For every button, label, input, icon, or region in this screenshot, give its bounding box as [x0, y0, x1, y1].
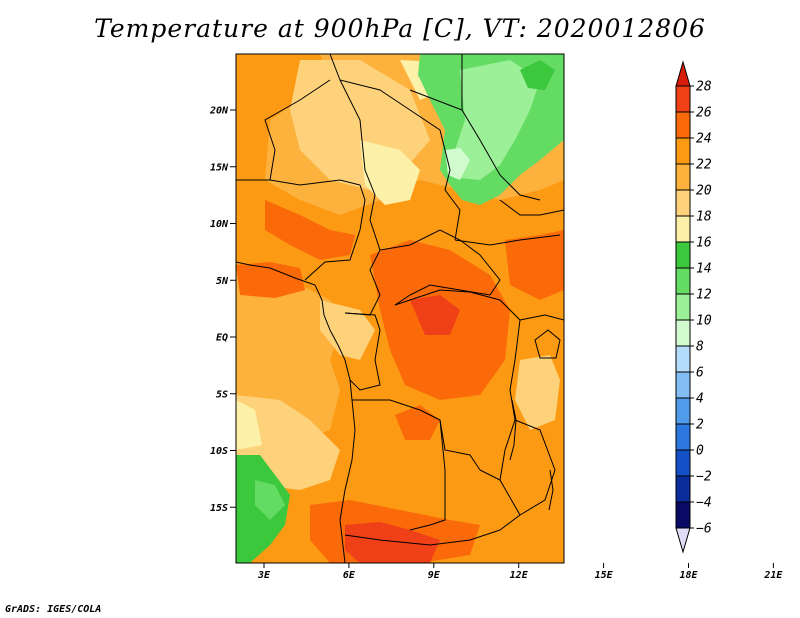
- chart-title: Temperature at 900hPa [C], VT: 202001280…: [94, 14, 706, 43]
- border-drc-north: [394, 289, 521, 321]
- longitude-axis: 3E6E9E12E15E18E21E24E27E30E33E: [257, 563, 783, 581]
- lon-tick-label: 9E: [428, 570, 441, 581]
- colorbar-swatch: [675, 397, 691, 425]
- field-18-20-central: [320, 300, 375, 360]
- colorbar-swatch: [675, 163, 691, 191]
- colorbar-swatch: [675, 449, 691, 477]
- field-10-12-northeast: [455, 60, 540, 180]
- border-ethiopia: [499, 199, 564, 216]
- colorbar-label: −2: [696, 470, 712, 485]
- border-zambia-zimbabwe: [479, 469, 521, 531]
- colorbar-bottom-arrow: [675, 527, 691, 554]
- colorbar-swatch: [675, 293, 691, 321]
- field-16-18-north: [360, 140, 420, 205]
- lat-tick-label: 15N: [210, 162, 229, 173]
- colorbar-label: 16: [696, 236, 712, 251]
- border-congo: [344, 312, 381, 391]
- border-chad-sudan: [439, 129, 461, 241]
- colorbar-swatch: [675, 475, 691, 503]
- colorbar-label: 4: [696, 392, 704, 407]
- temperature-field: [236, 54, 564, 563]
- colorbar-swatch: [675, 215, 691, 243]
- border-sudan-southsudan: [454, 234, 561, 246]
- lon-tick-label: 21E: [763, 570, 783, 581]
- colorbar-swatch: [675, 371, 691, 399]
- border-tanzania: [514, 419, 556, 516]
- lon-tick-label: 15E: [595, 570, 614, 581]
- map-frame: [235, 53, 565, 564]
- colorbar-swatch: [675, 189, 691, 217]
- colorbar-swatch: [675, 501, 691, 529]
- border-red-sea-coast: [461, 109, 541, 201]
- latitude-axis: 20N 15N 10N 5N EQ 5S 10S 15S: [209, 106, 236, 514]
- colorbar-label: 18: [696, 210, 712, 225]
- colorbar-label: 22: [696, 158, 712, 173]
- field-24-26-mid: [395, 405, 440, 440]
- map-borders: [236, 54, 564, 563]
- field-14-16-northeast: [520, 60, 555, 90]
- colorbar-label: 14: [696, 262, 712, 277]
- border-angola-namibia: [344, 529, 501, 546]
- field-24-26-north: [265, 200, 355, 260]
- lon-tick-label: 6E: [343, 570, 356, 581]
- lat-tick-label: 10N: [210, 219, 229, 230]
- colorbar-label: −4: [696, 496, 712, 511]
- colorbar-label: 24: [696, 132, 712, 147]
- field-12-14-southwest: [255, 480, 285, 520]
- lat-tick-label: 5N: [216, 276, 229, 287]
- lat-tick-label: 10S: [210, 446, 228, 457]
- lon-tick-label: 3E: [257, 570, 271, 581]
- colorbar-label: 26: [696, 106, 712, 121]
- border-lake-malawi: [548, 469, 554, 511]
- colorbar-top-arrow: [675, 60, 691, 87]
- lat-tick-label: 5S: [216, 389, 228, 400]
- lon-tick-label: 18E: [679, 570, 698, 581]
- field-18-20-east: [515, 355, 560, 430]
- border-angola-zambia: [409, 419, 446, 531]
- colorbar-label: 20: [696, 184, 712, 199]
- border-libya-chad: [329, 54, 441, 131]
- colorbar-swatch: [675, 137, 691, 165]
- field-20-22-west: [236, 270, 340, 440]
- border-niger-chad: [339, 79, 376, 221]
- lon-tick-label: 12E: [510, 570, 529, 581]
- field-8-10-northeast: [445, 148, 470, 180]
- field-24-26-east: [505, 230, 564, 300]
- coastline-west: [236, 261, 356, 563]
- colorbar-swatch: [675, 85, 691, 113]
- lat-tick-label: EQ: [216, 333, 228, 344]
- lat-tick-label: 20N: [209, 106, 229, 117]
- field-16-18-west: [236, 400, 262, 450]
- field-26-28-south: [345, 522, 440, 563]
- border-west-africa: [236, 79, 331, 181]
- colorbar-label: 2: [696, 418, 704, 433]
- border-east-africa: [519, 314, 564, 321]
- colorbar-label: 0: [696, 444, 704, 459]
- credit-label: GrADS: IGES/COLA: [5, 604, 102, 615]
- colorbar-swatch: [675, 345, 691, 373]
- colorbar-label: 12: [696, 288, 712, 303]
- border-car: [379, 229, 501, 306]
- colorbar-label: 8: [696, 340, 704, 355]
- border-lake-tanganyika: [509, 399, 517, 461]
- lat-tick-label: 15S: [210, 503, 228, 514]
- colorbar-label: 6: [696, 366, 704, 381]
- colorbar-swatch: [675, 423, 691, 451]
- colorbar-swatch: [675, 111, 691, 139]
- colorbar-label: −6: [696, 522, 712, 537]
- colorbar-swatch: [675, 267, 691, 295]
- colorbar-label: 28: [696, 80, 712, 95]
- colorbar-label: 10: [696, 314, 712, 329]
- border-lake-victoria: [534, 329, 561, 359]
- colorbar-swatch: [675, 319, 691, 347]
- field-26-28-centre: [410, 295, 460, 335]
- border-nigeria: [269, 179, 366, 281]
- field-24-26-westcoast: [236, 262, 305, 298]
- colorbar-swatch: [675, 241, 691, 269]
